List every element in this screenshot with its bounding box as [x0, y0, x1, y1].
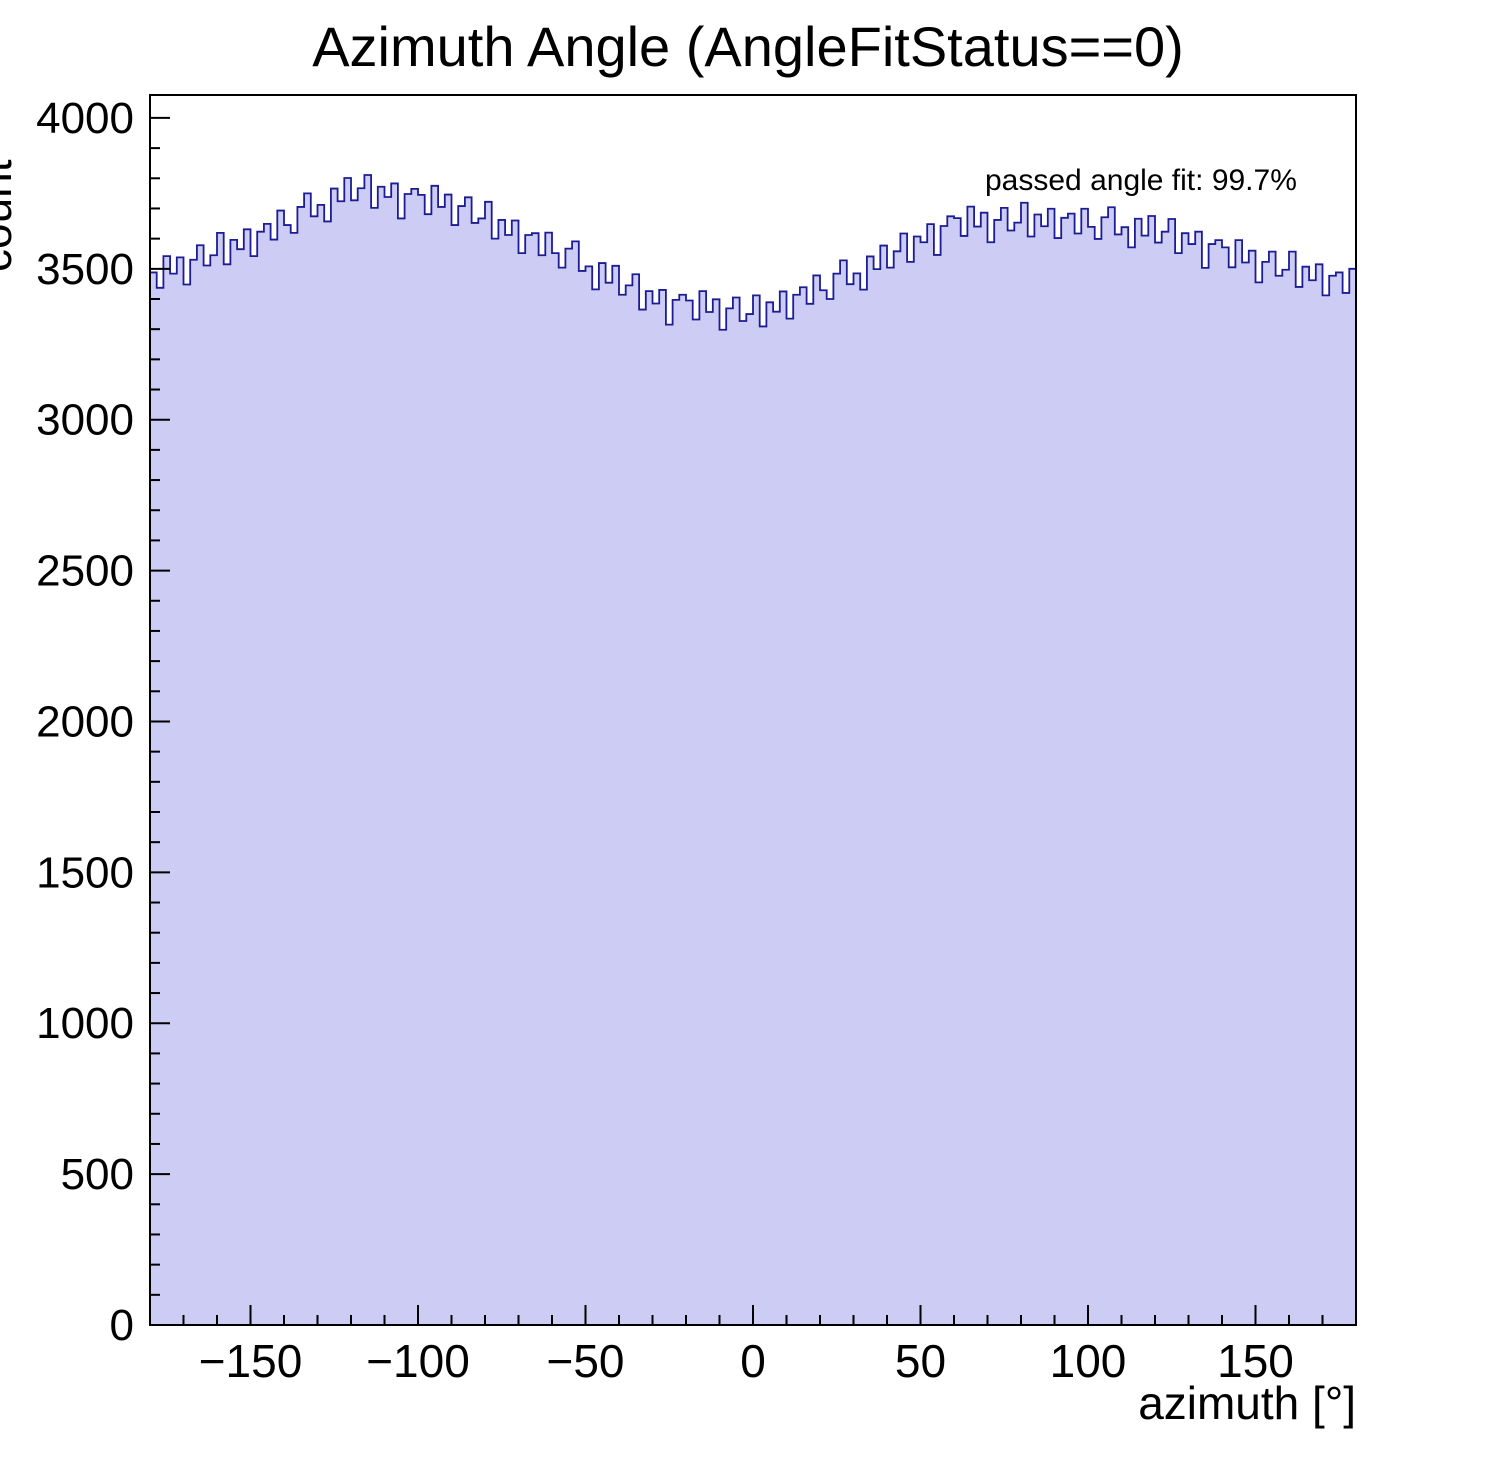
tick-label: 1500 [36, 848, 134, 897]
histogram-fill [150, 174, 1356, 1326]
tick-label: 3000 [36, 396, 134, 445]
tick-label: 2000 [36, 697, 134, 746]
tick-label: 500 [61, 1150, 134, 1199]
tick-label: 0 [740, 1335, 766, 1387]
tick-label: −100 [366, 1335, 470, 1387]
passed-fit-annotation: passed angle fit: 99.7% [985, 164, 1297, 197]
tick-label: 4000 [36, 94, 134, 143]
tick-label: −50 [546, 1335, 624, 1387]
chart-title: Azimuth Angle (AngleFitStatus==0) [312, 15, 1184, 78]
tick-label: 150 [1217, 1335, 1294, 1387]
x-axis-title: azimuth [°] [1138, 1377, 1356, 1429]
tick-label: 1000 [36, 999, 134, 1048]
tick-label: 50 [895, 1335, 946, 1387]
tick-label: 2500 [36, 547, 134, 596]
tick-label: −150 [199, 1335, 303, 1387]
tick-label: 100 [1050, 1335, 1127, 1387]
histogram-outline [149, 174, 1357, 1325]
tick-label: 0 [110, 1301, 134, 1350]
y-axis-title: count [0, 159, 21, 272]
tick-label: 3500 [36, 245, 134, 294]
